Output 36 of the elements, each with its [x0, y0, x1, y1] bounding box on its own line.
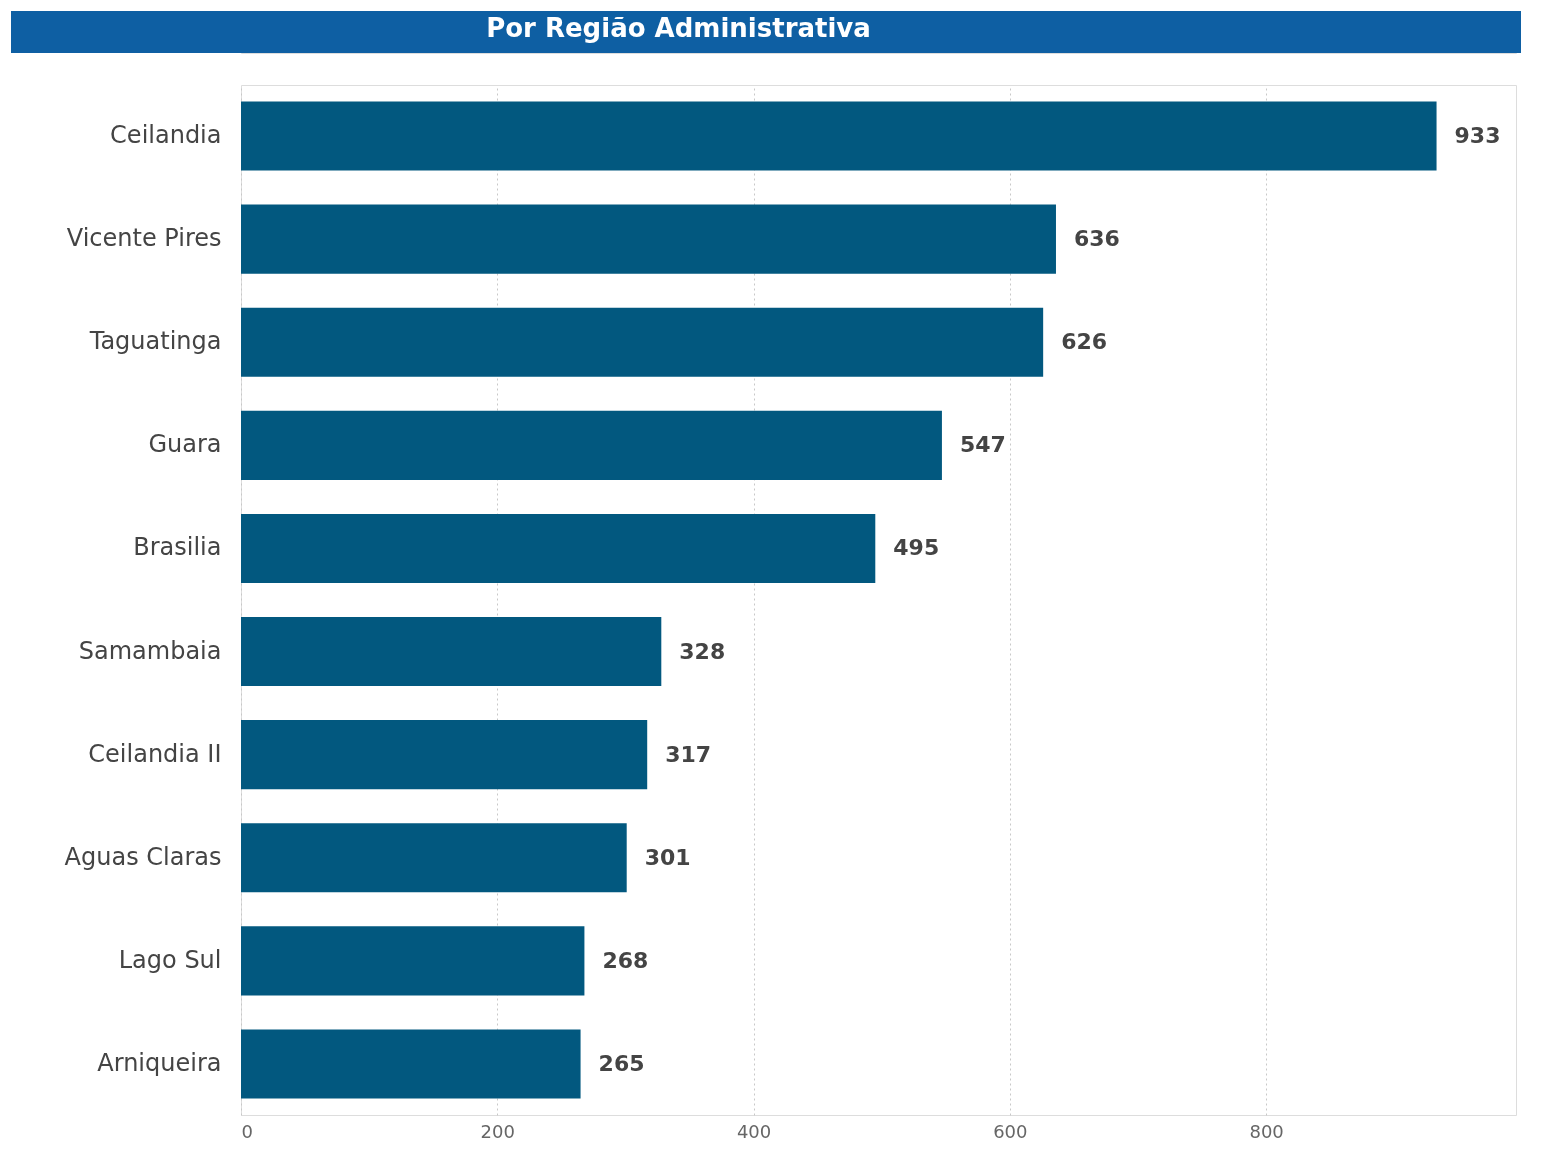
x-tick-label: 600 — [993, 1120, 1028, 1142]
data-label: 317 — [665, 741, 712, 767]
data-label: 636 — [1073, 226, 1120, 252]
x-tick-label: 400 — [736, 1120, 772, 1142]
bar — [241, 204, 1056, 274]
chart-title: Por Região Administrativa — [486, 13, 871, 43]
x-tick-label: 800 — [1249, 1120, 1284, 1142]
data-label: 328 — [679, 638, 726, 664]
x-tick-label: 0 — [241, 1120, 253, 1142]
bar — [241, 720, 648, 790]
bar — [241, 410, 942, 480]
bar — [241, 307, 1044, 377]
bar — [241, 1029, 581, 1099]
bar — [241, 823, 627, 893]
y-tick-label: Vicente Pires — [66, 224, 222, 253]
y-tick-label: Samambaia — [78, 636, 222, 665]
data-label: 495 — [893, 535, 940, 561]
y-tick-label: Brasilia — [133, 533, 222, 562]
data-label: 301 — [644, 844, 691, 870]
y-tick-label: Ceilandia — [110, 121, 222, 150]
data-label: 547 — [959, 432, 1006, 458]
data-label: 933 — [1454, 123, 1501, 149]
data-label: 265 — [598, 1050, 645, 1076]
y-tick-label: Lago Sul — [118, 945, 222, 974]
y-tick-label: Arniqueira — [97, 1048, 222, 1077]
bar — [241, 101, 1437, 171]
bar — [241, 513, 876, 583]
y-tick-label: Taguatinga — [88, 327, 222, 356]
bar — [241, 617, 662, 687]
data-label: 268 — [602, 947, 649, 973]
data-label: 626 — [1061, 329, 1108, 355]
y-tick-label: Guara — [148, 430, 222, 459]
y-tick-label: Aguas Claras — [64, 842, 222, 871]
y-tick-label: Ceilandia II — [88, 739, 222, 768]
x-tick-label: 200 — [480, 1120, 515, 1142]
bar — [241, 926, 585, 996]
